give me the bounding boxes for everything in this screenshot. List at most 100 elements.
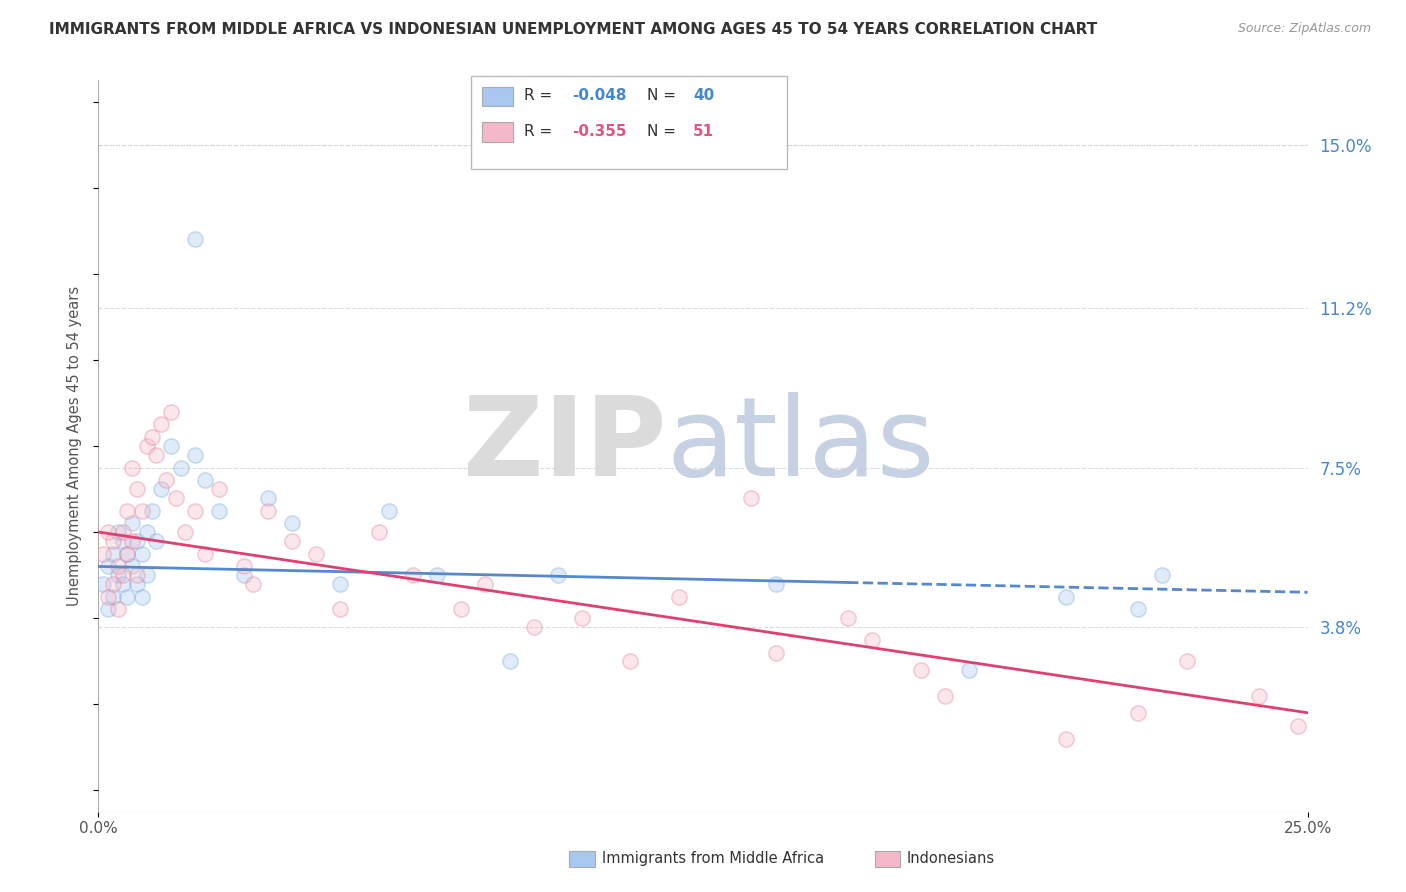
Point — [1175, 654, 1198, 668]
Point — [165, 491, 187, 505]
Point — [910, 663, 932, 677]
Point — [305, 547, 328, 561]
Point — [97, 524, 120, 539]
Point — [281, 533, 304, 548]
Text: Immigrants from Middle Africa: Immigrants from Middle Africa — [602, 851, 824, 865]
Point — [498, 654, 520, 668]
Point — [368, 524, 391, 539]
Point — [127, 533, 149, 548]
Point — [1152, 568, 1174, 582]
Point — [242, 576, 264, 591]
Point — [131, 547, 153, 561]
Point — [1128, 706, 1150, 720]
Point — [765, 576, 787, 591]
Point — [329, 576, 352, 591]
Point — [155, 474, 177, 488]
Y-axis label: Unemployment Among Ages 45 to 54 years: Unemployment Among Ages 45 to 54 years — [67, 286, 83, 606]
Point — [329, 602, 352, 616]
Point — [135, 568, 157, 582]
Text: 40: 40 — [693, 88, 714, 103]
Point — [121, 559, 143, 574]
Point — [1286, 719, 1309, 733]
Point — [97, 559, 120, 574]
Point — [1128, 602, 1150, 616]
Text: -0.048: -0.048 — [572, 88, 627, 103]
Text: N =: N = — [647, 124, 681, 138]
Point — [117, 503, 139, 517]
Text: ZIP: ZIP — [464, 392, 666, 500]
Point — [377, 503, 399, 517]
Point — [837, 611, 859, 625]
Point — [194, 474, 217, 488]
Point — [101, 533, 124, 548]
Point — [111, 568, 134, 582]
Point — [131, 590, 153, 604]
Point — [1054, 731, 1077, 746]
Point — [402, 568, 425, 582]
Point — [1054, 590, 1077, 604]
Point — [127, 482, 149, 496]
Point — [145, 448, 167, 462]
Point — [121, 460, 143, 475]
Point — [450, 602, 472, 616]
Point — [765, 646, 787, 660]
Point — [117, 590, 139, 604]
Point — [160, 439, 183, 453]
Text: R =: R = — [524, 88, 558, 103]
Point — [107, 524, 129, 539]
Point — [107, 559, 129, 574]
Text: Source: ZipAtlas.com: Source: ZipAtlas.com — [1237, 22, 1371, 36]
Point — [107, 602, 129, 616]
Point — [135, 524, 157, 539]
Point — [111, 576, 134, 591]
Point — [194, 547, 217, 561]
Point — [547, 568, 569, 582]
Point — [232, 568, 254, 582]
Text: IMMIGRANTS FROM MIDDLE AFRICA VS INDONESIAN UNEMPLOYMENT AMONG AGES 45 TO 54 YEA: IMMIGRANTS FROM MIDDLE AFRICA VS INDONES… — [49, 22, 1098, 37]
Point — [184, 503, 207, 517]
Point — [174, 524, 197, 539]
Point — [426, 568, 449, 582]
Point — [256, 491, 278, 505]
Point — [135, 439, 157, 453]
Point — [934, 689, 956, 703]
Point — [141, 503, 163, 517]
Point — [474, 576, 496, 591]
Point — [127, 576, 149, 591]
Point — [107, 568, 129, 582]
Point — [117, 547, 139, 561]
Text: N =: N = — [647, 88, 681, 103]
Text: -0.355: -0.355 — [572, 124, 627, 138]
Point — [571, 611, 593, 625]
Point — [208, 482, 231, 496]
Text: Indonesians: Indonesians — [907, 851, 995, 865]
Point — [127, 568, 149, 582]
Point — [111, 533, 134, 548]
Point — [232, 559, 254, 574]
Point — [97, 590, 120, 604]
Point — [523, 620, 546, 634]
Point — [101, 547, 124, 561]
Point — [101, 590, 124, 604]
Point — [256, 503, 278, 517]
Point — [668, 590, 690, 604]
Point — [150, 482, 173, 496]
Point — [740, 491, 762, 505]
Point — [111, 524, 134, 539]
Point — [957, 663, 980, 677]
Point — [101, 576, 124, 591]
Text: 51: 51 — [693, 124, 714, 138]
Point — [208, 503, 231, 517]
Point — [619, 654, 641, 668]
Point — [169, 460, 191, 475]
Point — [145, 533, 167, 548]
Point — [97, 602, 120, 616]
Point — [860, 632, 883, 647]
Point — [121, 516, 143, 531]
Point — [91, 576, 114, 591]
Point — [141, 430, 163, 444]
Point — [131, 503, 153, 517]
Point — [117, 547, 139, 561]
Point — [121, 533, 143, 548]
Point — [160, 404, 183, 418]
